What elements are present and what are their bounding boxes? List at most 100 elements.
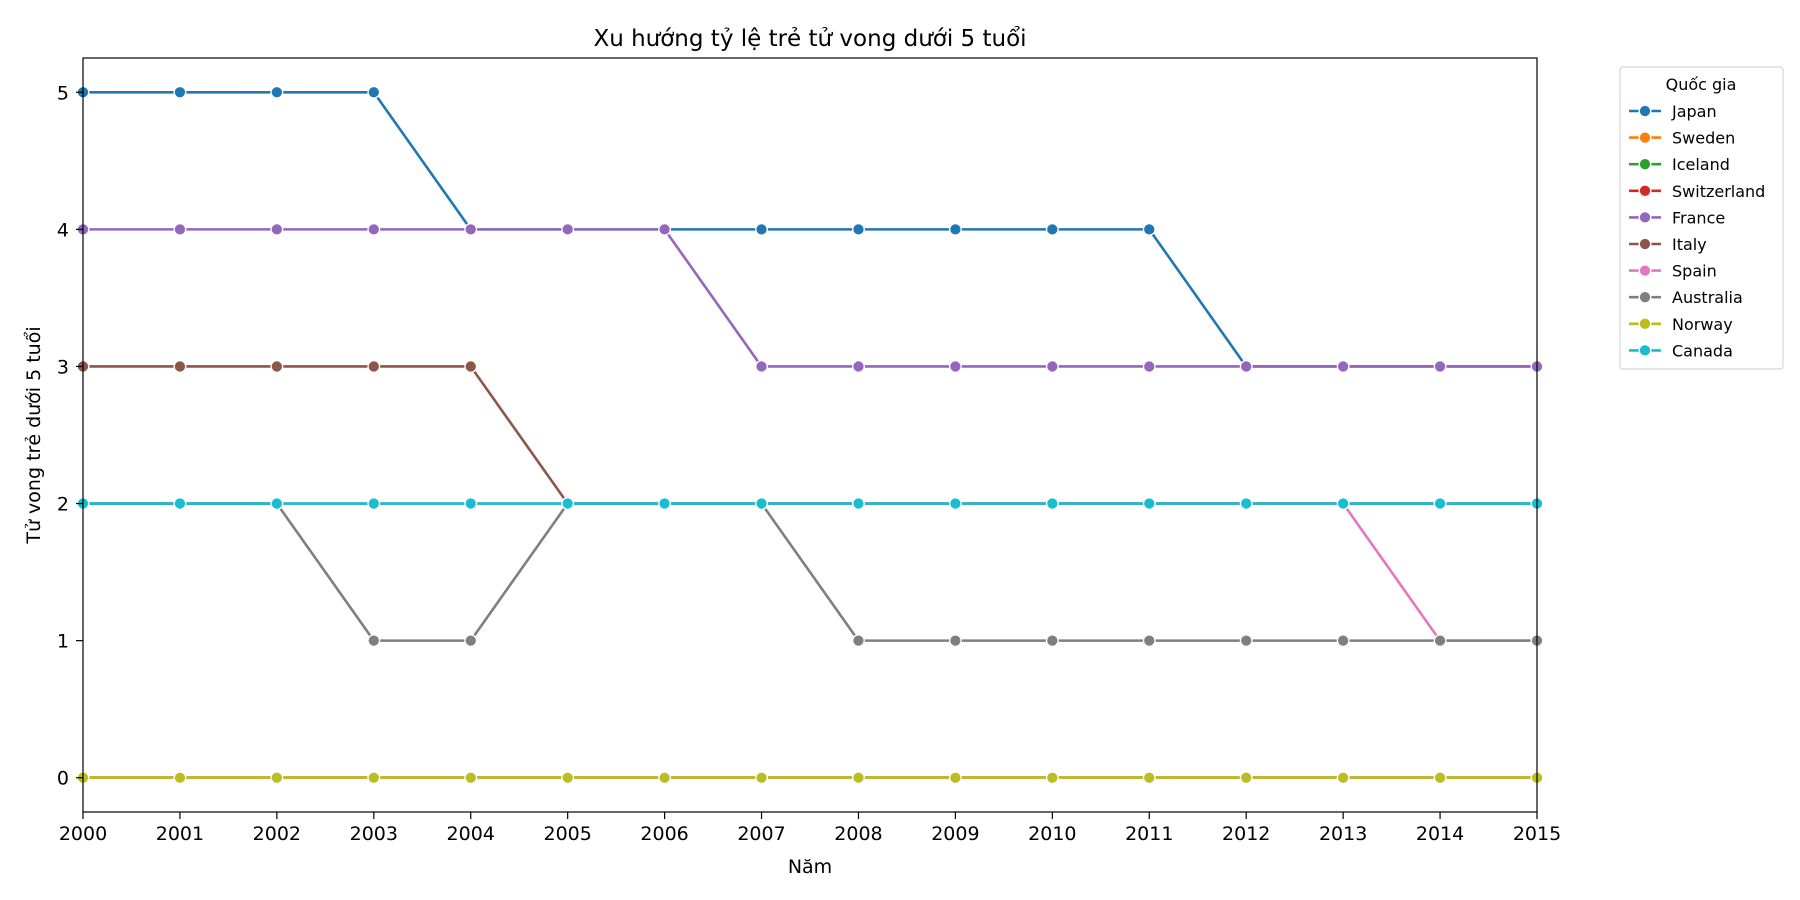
legend-marker-canada [1638,343,1652,357]
data-point-norway [173,771,187,785]
x-tick-label: 2004 [447,823,495,845]
x-tick-label: 2007 [737,823,785,845]
x-tick-label: 2003 [350,823,398,845]
y-axis: 0 1 2 3 4 5 [57,82,83,790]
data-point-norway [270,771,284,785]
data-point-italy [367,360,381,373]
legend-item-italy: Italy [1629,235,1707,254]
data-point-australia [1433,634,1447,648]
data-point-norway [464,771,478,785]
legend-marker-spain [1638,264,1652,278]
y-tick-label: 3 [57,356,69,378]
data-point-france [173,222,187,236]
data-point-norway [1336,771,1350,785]
data-point-canada [464,497,478,510]
x-tick-label: 2000 [59,823,107,845]
data-point-france [1045,360,1059,373]
data-point-italy [173,360,187,373]
data-point-japan [173,85,187,99]
data-point-australia [1336,634,1350,648]
data-point-norway [1142,771,1156,785]
data-point-france [948,360,962,373]
data-point-france [852,360,865,373]
data-point-canada [173,497,187,510]
data-point-france [464,222,478,236]
legend-item-sweden: Sweden [1629,129,1735,148]
data-point-france [1336,360,1350,373]
legend-frame [1619,66,1784,370]
series-canada [76,497,1544,510]
legend-label-iceland: Iceland [1672,155,1730,174]
data-point-italy [270,360,284,373]
data-point-france [367,222,381,236]
data-point-norway [948,771,962,785]
data-point-japan [755,222,768,236]
y-tick-label: 5 [57,82,69,104]
x-tick-label: 2005 [543,823,591,845]
data-point-australia [464,634,478,648]
legend-item-australia: Australia [1629,288,1743,307]
data-point-japan [1142,222,1156,236]
data-point-canada [367,497,381,510]
data-point-norway [755,771,768,785]
data-point-canada [1336,497,1350,510]
x-tick-label: 2015 [1513,823,1561,845]
legend-item-norway: Norway [1629,315,1733,334]
x-tick-label: 2011 [1125,823,1173,845]
data-point-norway [367,771,381,785]
legend-marker-switzerland [1638,184,1652,198]
data-point-japan [270,85,284,99]
data-point-norway [658,771,672,785]
legend: Quốc gia Japan Sweden Iceland Switzerland Fr… [1619,66,1784,370]
x-tick-label: 2006 [640,823,688,845]
data-point-australia [367,634,381,648]
legend-marker-france [1638,210,1652,224]
legend-label-italy: Italy [1672,235,1707,254]
legend-label-switzerland: Switzerland [1672,182,1765,201]
data-point-canada [1239,497,1253,510]
legend-item-france: France [1629,208,1725,227]
data-point-norway [852,771,865,785]
x-tick-label: 2010 [1028,823,1076,845]
data-point-australia [1045,634,1059,648]
legend-items: Japan Sweden Iceland Switzerland France Italy… [1629,102,1765,360]
legend-label-sweden: Sweden [1672,129,1735,148]
y-tick-label: 0 [57,768,69,790]
data-point-canada [270,497,284,510]
data-point-norway [1045,771,1059,785]
series-line-australia [83,502,1537,642]
data-point-italy [464,360,478,373]
legend-item-japan: Japan [1629,102,1717,121]
plot-area [83,58,1537,812]
legend-marker-norway [1638,317,1652,331]
legend-item-canada: Canada [1629,341,1733,360]
data-point-norway [1239,771,1253,785]
y-tick-label: 4 [57,219,69,241]
data-point-france [1239,360,1253,373]
x-tick-label: 2001 [156,823,204,845]
x-tick-label: 2002 [253,823,301,845]
data-point-france [1142,360,1156,373]
legend-marker-japan [1638,104,1652,118]
legend-label-australia: Australia [1672,288,1743,307]
data-point-japan [852,222,865,236]
x-tick-label: 2012 [1222,823,1270,845]
x-tick-label: 2008 [834,823,882,845]
data-point-france [658,222,672,236]
legend-label-france: France [1672,208,1725,227]
legend-marker-australia [1638,290,1652,304]
data-point-australia [1142,634,1156,648]
data-point-australia [948,634,962,648]
legend-marker-italy [1638,237,1652,251]
data-point-france [755,360,768,373]
data-point-australia [852,634,865,648]
data-point-norway [1433,771,1447,785]
data-point-canada [1142,497,1156,510]
data-point-canada [1433,497,1447,510]
x-axis-label: Năm [788,856,832,878]
data-point-japan [1045,222,1059,236]
legend-item-switzerland: Switzerland [1629,182,1765,201]
legend-item-spain: Spain [1629,262,1717,281]
x-tick-label: 2014 [1416,823,1464,845]
